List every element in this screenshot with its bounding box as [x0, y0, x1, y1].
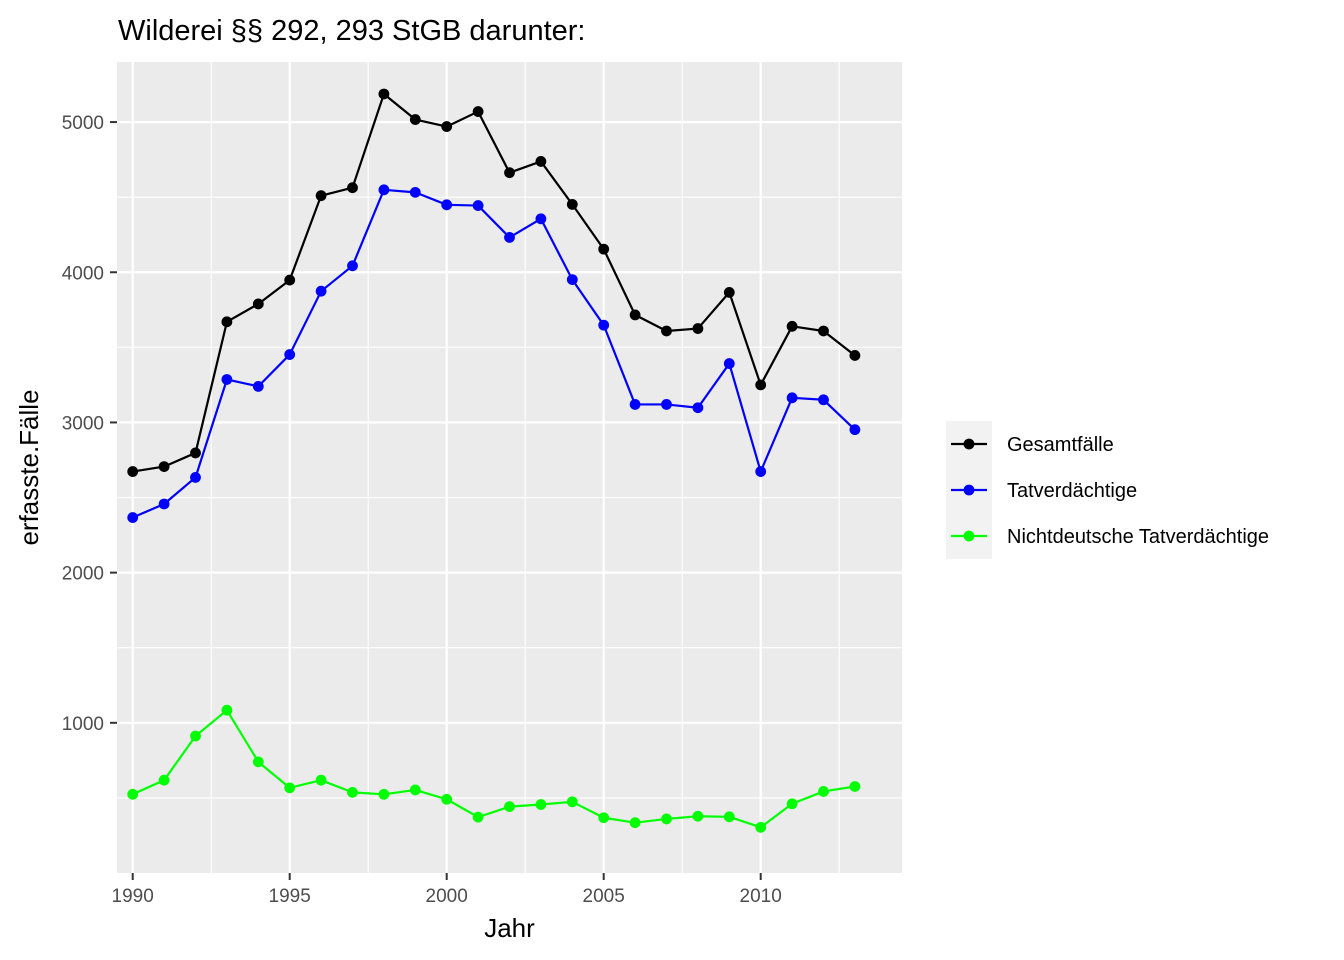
data-point-series-0 [472, 106, 484, 117]
legend-label-2: Nichtdeutsche Tatverdächtige [1007, 526, 1269, 548]
data-point-series-1 [661, 399, 672, 410]
y-axis-title: erfasste.Fälle [14, 389, 44, 545]
data-point-series-1 [378, 184, 390, 196]
data-point-series-0 [661, 325, 672, 337]
data-point-series-1 [315, 285, 327, 297]
data-point-series-2 [472, 811, 484, 823]
data-point-series-1 [629, 399, 641, 410]
data-point-series-1 [692, 402, 704, 414]
x-tick-label: 2005 [583, 886, 625, 907]
data-point-series-0 [315, 190, 327, 202]
data-point-series-2 [127, 788, 139, 800]
data-point-series-0 [221, 316, 233, 328]
data-point-series-1 [221, 374, 233, 385]
data-point-series-1 [723, 358, 735, 369]
data-point-series-0 [347, 182, 358, 194]
data-point-series-1 [504, 232, 515, 243]
y-tick-label: 2000 [62, 564, 104, 585]
data-point-series-2 [661, 813, 672, 825]
data-point-series-2 [723, 811, 735, 823]
legend: Gesamtfälle Tatverdächtige Nichtdeutsche T… [946, 421, 1269, 559]
legend-key-point-2 [963, 530, 975, 542]
data-point-series-2 [755, 821, 767, 833]
legend-label-1: Tatverdächtige [1007, 480, 1137, 502]
data-point-series-2 [786, 798, 798, 810]
data-point-series-1 [284, 349, 296, 360]
data-point-series-0 [409, 114, 421, 125]
data-point-series-0 [284, 274, 296, 286]
data-point-series-0 [818, 325, 829, 337]
data-point-series-1 [158, 498, 170, 510]
data-point-series-0 [158, 461, 170, 472]
data-point-series-1 [252, 381, 264, 392]
data-point-series-2 [190, 730, 201, 742]
axis-layer: 1990 1995 2000 2005 2010 1000 2000 3000 4000 5000 [62, 113, 782, 907]
data-point-series-0 [598, 243, 610, 255]
data-point-series-2 [315, 774, 327, 786]
data-point-series-2 [566, 796, 578, 808]
data-point-series-0 [786, 320, 798, 332]
data-point-series-2 [347, 786, 358, 798]
x-tick-label: 2000 [426, 886, 468, 907]
data-point-series-1 [849, 424, 861, 436]
series-line-0 [132, 92, 856, 473]
data-point-series-2 [504, 801, 515, 813]
data-point-series-0 [252, 298, 264, 310]
grid-layer [117, 62, 902, 873]
data-point-series-2 [598, 812, 610, 824]
data-point-series-2 [849, 781, 861, 792]
y-tick-label: 5000 [62, 113, 104, 134]
data-point-series-1 [786, 392, 798, 404]
data-point-series-1 [535, 213, 547, 225]
series-line-2 [132, 709, 856, 829]
data-point-series-2 [409, 784, 421, 796]
data-point-series-0 [692, 323, 704, 334]
series-layer [127, 88, 861, 833]
data-point-series-2 [535, 799, 547, 810]
plot-panel [117, 62, 902, 873]
data-point-series-2 [284, 782, 296, 794]
data-point-series-2 [692, 810, 704, 822]
data-point-series-0 [849, 350, 861, 361]
data-point-series-0 [378, 88, 390, 100]
data-point-series-1 [127, 512, 139, 523]
x-tick-label: 1990 [112, 886, 154, 907]
y-tick-label: 3000 [62, 413, 104, 434]
data-point-series-0 [190, 447, 201, 459]
data-point-series-1 [441, 199, 453, 211]
data-point-series-0 [441, 121, 453, 132]
data-point-series-0 [723, 286, 735, 298]
data-point-series-1 [347, 260, 358, 272]
x-axis-title: Jahr [484, 913, 535, 943]
data-point-series-2 [221, 704, 233, 716]
data-point-series-2 [629, 817, 641, 829]
data-point-series-1 [755, 466, 767, 477]
data-point-series-1 [598, 319, 610, 331]
data-point-series-2 [818, 786, 829, 797]
data-point-series-1 [566, 274, 578, 286]
x-tick-label: 1995 [269, 886, 311, 907]
data-point-series-0 [629, 309, 641, 321]
data-point-series-1 [409, 186, 421, 198]
legend-key-point-0 [963, 438, 975, 450]
data-point-series-0 [535, 156, 547, 167]
legend-key-point-1 [963, 484, 975, 496]
y-tick-label: 1000 [62, 714, 104, 735]
data-point-series-2 [252, 756, 264, 768]
x-tick-label: 2010 [740, 886, 782, 907]
data-point-series-0 [504, 167, 515, 179]
data-point-series-0 [127, 466, 139, 477]
data-point-series-0 [755, 379, 767, 391]
data-point-series-1 [818, 394, 829, 406]
data-point-series-2 [441, 793, 453, 805]
data-point-series-1 [190, 472, 201, 483]
data-point-series-2 [378, 788, 390, 800]
data-point-series-1 [472, 200, 484, 211]
chart-title: Wilderei §§ 292, 293 StGB darunter: [118, 15, 585, 47]
legend-label-0: Gesamtfälle [1007, 434, 1114, 456]
data-point-series-0 [566, 198, 578, 210]
data-point-series-2 [158, 774, 170, 786]
y-tick-label: 4000 [62, 263, 104, 284]
